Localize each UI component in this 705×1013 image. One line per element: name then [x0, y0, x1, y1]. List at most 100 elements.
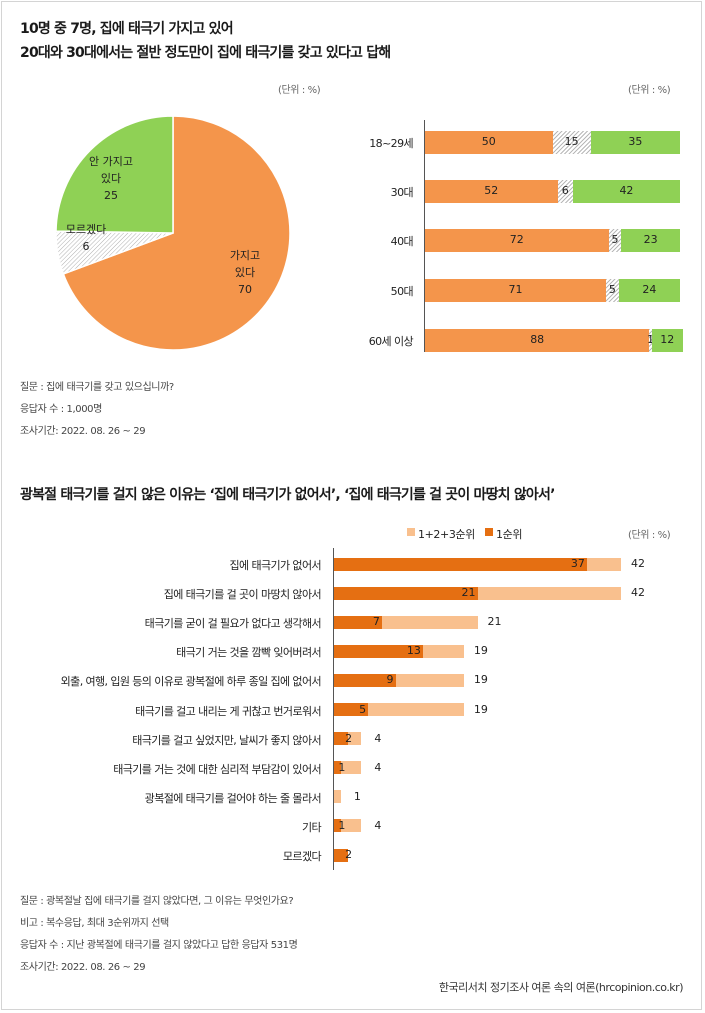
- age-bar-value-label: 1: [647, 333, 655, 346]
- reason-bar-first-label: 1: [338, 818, 346, 832]
- age-bar-segment-have: [425, 328, 650, 352]
- reason-bar-total: [334, 790, 341, 804]
- reason-bar-total: [334, 761, 362, 775]
- reason-bar-first-label: 7: [372, 615, 380, 629]
- reason-bar-first: [334, 615, 382, 629]
- age-bar-segment-dont-have: [621, 228, 680, 252]
- age-bar-segment-dont-have: [618, 278, 680, 302]
- reason-bar-first-label: 1: [338, 760, 346, 774]
- age-bar-value-label: 6: [561, 184, 569, 197]
- reason-bar-first: [334, 644, 423, 658]
- reason-bar-first-label: 13: [406, 644, 421, 658]
- reason-bar-total-label: 21: [487, 615, 502, 629]
- unit-left: (단위 : %): [278, 85, 321, 96]
- age-bar-segment-dont-have: [572, 179, 680, 203]
- age-bar-segment-have: [425, 179, 558, 203]
- pie-label-have: 가지고 있다 70: [230, 249, 260, 296]
- age-bar-segment-dont-know: [606, 278, 619, 302]
- age-bar-value-label: 72: [509, 233, 524, 246]
- reason-bar-total-label: 42: [631, 586, 645, 600]
- age-bar-value-label: 23: [643, 233, 658, 246]
- section1-note-respondents: 응답자 수 : 1,000명: [20, 404, 102, 415]
- age-bar-value-label: 5: [611, 233, 619, 246]
- reason-bar-first-label: 21: [461, 586, 476, 600]
- age-bar-segment-have: [425, 228, 609, 252]
- age-bar-segment-dont-have: [590, 130, 680, 154]
- pie-slice-have: [62, 115, 291, 351]
- reason-category-label: 광복절에 태극기를 걸어야 하는 줄 몰라서: [144, 791, 322, 805]
- reason-axis-line: [333, 548, 334, 870]
- age-bar-segment-have: [425, 278, 607, 302]
- reason-bar-total-label: 4: [374, 818, 382, 832]
- reason-bar-first: [334, 586, 478, 600]
- age-bar-value-label: 5: [608, 283, 616, 296]
- reason-bar-total-label: 19: [473, 644, 488, 658]
- legend-swatch-total: [407, 528, 415, 536]
- age-bar-segment-dont-have: [651, 328, 683, 352]
- age-bar-segment-dont-know: [557, 179, 573, 203]
- age-bar-value-label: 88: [530, 333, 545, 346]
- reason-category-label: 외출, 여행, 입원 등의 이유로 광복절에 하루 종일 집에 없어서: [60, 675, 322, 689]
- age-category-label: 60세 이상: [368, 335, 414, 348]
- age-bar-segment-dont-know: [649, 328, 652, 352]
- legend-swatch-first: [485, 528, 493, 536]
- age-category-label: 30대: [390, 186, 414, 199]
- legend-label-first: 1순위: [496, 528, 523, 541]
- reason-bar-first-label: 2: [345, 731, 353, 745]
- age-bar-value-label: 52: [484, 184, 499, 197]
- reason-bar-first: [334, 732, 348, 746]
- unit-section2: (단위 : %): [628, 530, 671, 541]
- age-bar-segment-dont-know: [552, 130, 591, 154]
- reason-category-label: 집에 태극기가 없어서: [229, 559, 322, 572]
- section1-note-question: 질문 : 집에 태극기를 갖고 있으십니까?: [20, 382, 174, 393]
- section1-title-line1: 10명 중 7명, 집에 태극기 가지고 있어: [20, 21, 234, 37]
- section1-title-line2: 20대와 30대에서는 절반 정도만이 집에 태극기를 갖고 있다고 답해: [20, 45, 391, 61]
- age-bar-value-label: 50: [481, 135, 496, 148]
- reason-bar-first: [334, 848, 348, 862]
- reason-bar-total-label: 1: [353, 789, 361, 803]
- reason-bar-first: [334, 703, 369, 716]
- pie-label-dont-have: 안 가지고 있다 25: [89, 155, 133, 202]
- age-bar-value-label: 12: [660, 333, 675, 346]
- reason-bar-total-label: 4: [374, 731, 382, 745]
- age-bar-segment-have: [425, 130, 553, 154]
- reason-category-label: 태극기를 거는 것에 대한 심리적 부담감이 있어서: [113, 762, 321, 776]
- reason-category-label: 태극기를 걸고 싶었지만, 날씨가 좋지 않아서: [132, 733, 321, 747]
- age-category-label: 50대: [390, 285, 414, 298]
- reason-bar-first: [334, 761, 341, 775]
- section2-title: 광복절 태극기를 걸지 않은 이유는 ‘집에 태극기가 없어서’, ‘집에 태극…: [20, 487, 555, 503]
- reason-category-label: 집에 태극기를 걸 곳이 마땅치 않아서: [163, 588, 322, 602]
- age-bar-value-label: 35: [628, 135, 643, 148]
- reason-bar-first-label: 37: [570, 557, 585, 570]
- section2-note-period: 조사기간: 2022. 08. 26 ~ 29: [20, 962, 146, 973]
- reason-bar-total: [334, 819, 362, 833]
- pie-label-dont-know: 모르겠다 6: [66, 223, 106, 253]
- reason-category-label: 태극기를 굳이 걸 필요가 없다고 생각해서: [144, 617, 322, 631]
- reason-category-label: 모르겠다: [282, 850, 322, 863]
- reason-bar-first: [334, 819, 341, 833]
- age-bar-value-label: 71: [508, 283, 523, 296]
- reason-bar-first-label: 9: [386, 673, 394, 687]
- section1-note-period: 조사기간: 2022. 08. 26 ~ 29: [20, 426, 146, 437]
- reason-category-label: 태극기를 걸고 내리는 게 귀찮고 번거로워서: [135, 704, 321, 718]
- unit-right: (단위 : %): [628, 85, 671, 96]
- pie-chart: 가지고 있다 70 모르겠다 6 안 가지고 있다 25: [55, 115, 291, 351]
- age-bar-value-label: 24: [642, 283, 657, 296]
- legend-label-total: 1+2+3순위: [418, 528, 475, 541]
- source-credit: 한국리서치 정기조사 여론 속의 여론(hrcopinion.co.kr): [438, 981, 684, 994]
- reason-bar-total-label: 42: [631, 557, 645, 570]
- section2-note-question: 질문 : 광복절날 집에 태극기를 걸지 않았다면, 그 이유는 무엇인가요?: [20, 896, 294, 907]
- age-bar-segment-dont-know: [608, 228, 622, 252]
- reason-bar-first: [334, 673, 396, 687]
- age-bar-value-label: 42: [619, 184, 634, 197]
- age-axis-line: [424, 120, 425, 352]
- reason-bar-first: [334, 557, 587, 571]
- reason-category-label: 태극기 거는 것을 깜빡 잊어버려서: [176, 646, 321, 660]
- section2-note-respondents: 응답자 수 : 지난 광복절에 태극기를 걸지 않았다고 답한 응답자 531명: [20, 940, 298, 951]
- reason-bar-total-label: 19: [473, 702, 488, 716]
- section2-note-remark: 비고 : 복수응답, 최대 3순위까지 선택: [20, 918, 169, 929]
- reason-bar-total-label: 4: [374, 760, 382, 774]
- reason-category-label: 기타: [301, 820, 322, 834]
- reason-bar-total-label: 19: [473, 673, 488, 687]
